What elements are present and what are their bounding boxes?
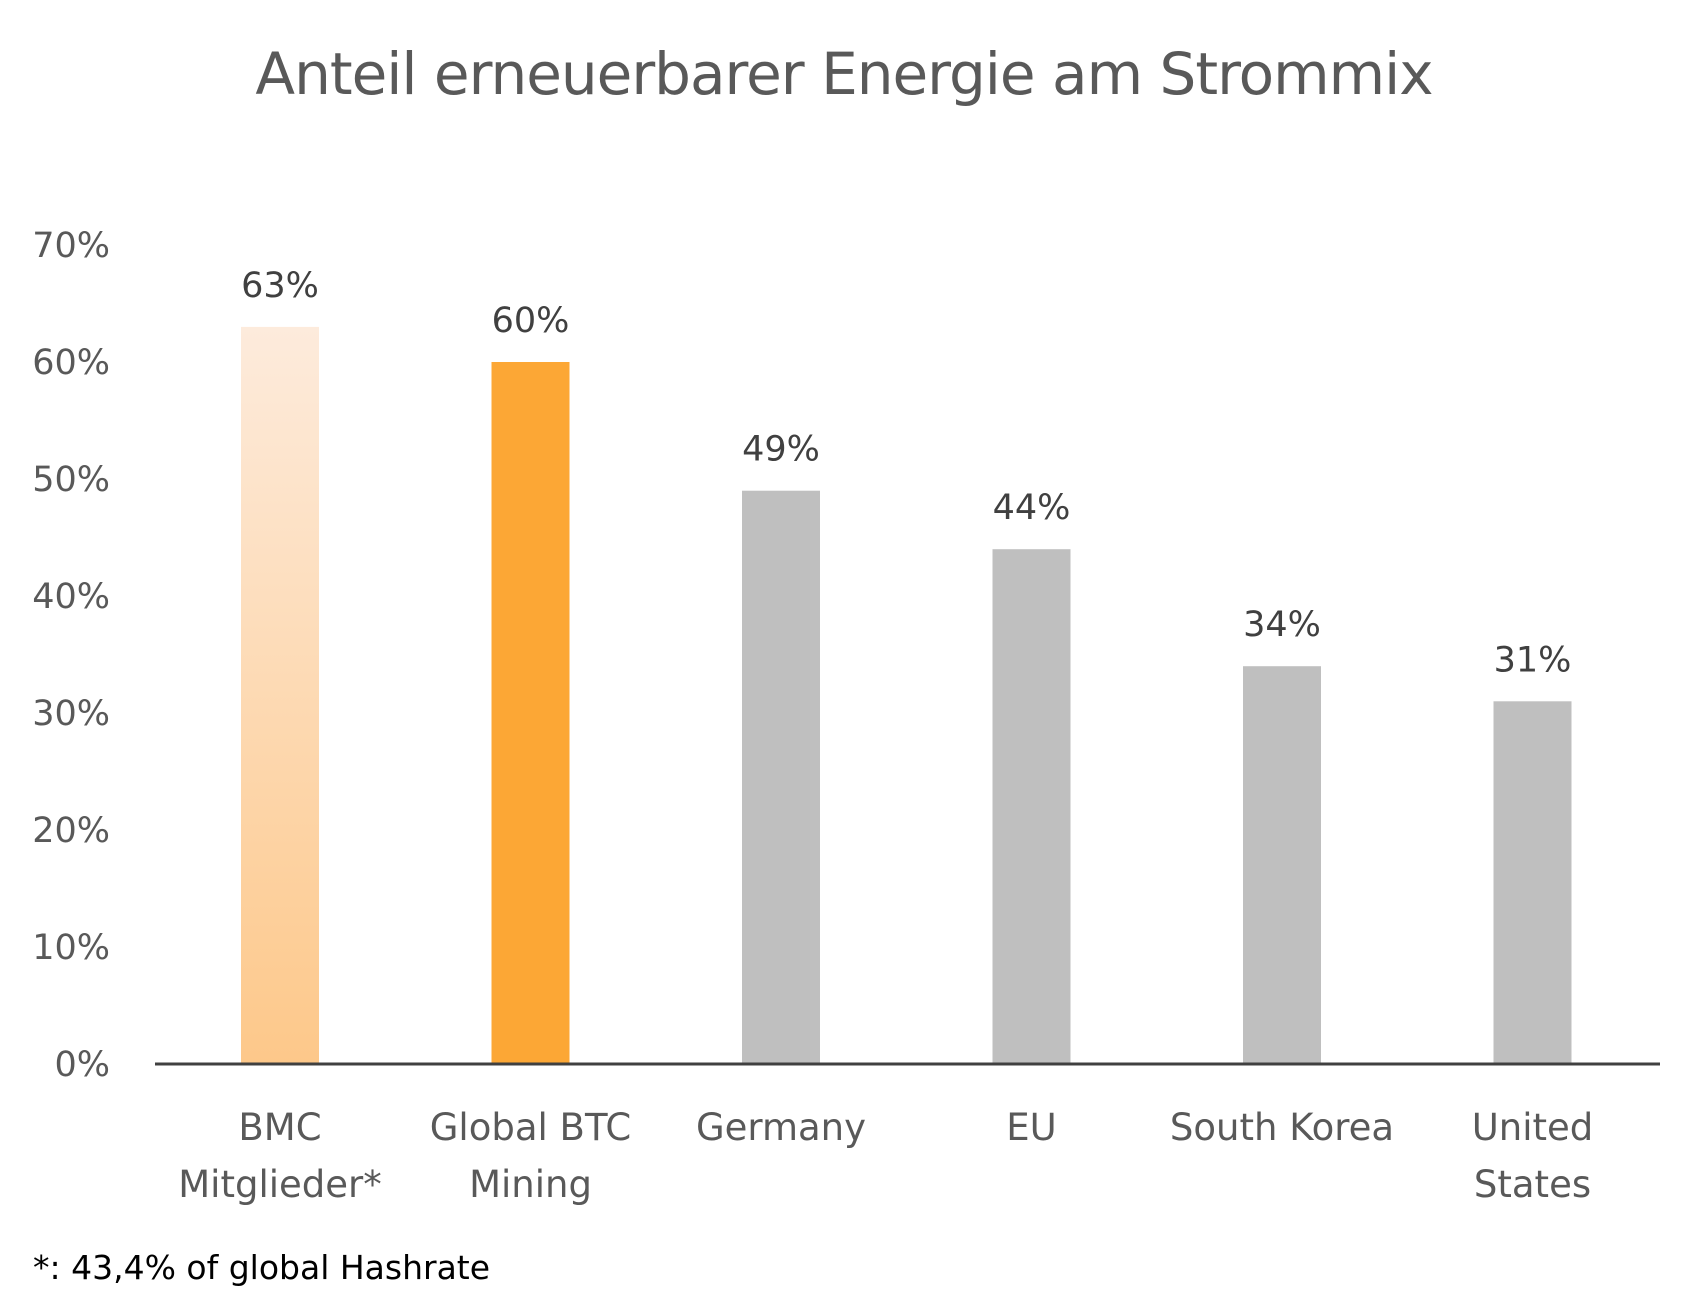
x-tick-label: Mining [469,1163,592,1206]
y-tick-label: 40% [32,577,110,617]
data-label: 34% [1243,605,1321,645]
bar [992,549,1071,1064]
data-label: 31% [1494,640,1572,680]
x-tick-label: Global BTC [430,1106,631,1149]
x-tick-label: Germany [696,1106,866,1149]
x-tick-label: BMC [238,1106,321,1149]
bar [742,490,820,1064]
bar [241,326,319,1064]
y-tick-label: 50% [32,460,110,500]
y-tick-label: 30% [32,694,110,734]
x-tick-label: South Korea [1170,1106,1394,1149]
y-tick-label: 20% [32,811,110,851]
bar [491,362,570,1064]
x-tick-label: Mitglieder* [178,1163,381,1206]
bars [241,326,1572,1064]
y-tick-label: 10% [32,928,110,968]
y-tick-label: 0% [54,1045,110,1085]
x-tick-label: States [1474,1163,1591,1206]
bar [1243,666,1321,1064]
x-axis: BMC Mitglieder* Global BTC Mining Germany EU S… [178,1106,1593,1206]
y-tick-label: 70% [32,226,110,266]
chart-title: Anteil erneuerbarer Energie am Strommix [255,40,1433,108]
x-tick-label: United [1472,1106,1594,1149]
y-axis: 0% 10% 20% 30% 40% 50% 60% 70% [32,226,110,1085]
data-label: 49% [742,430,820,470]
data-label: 63% [241,266,319,306]
x-tick-label: EU [1006,1106,1056,1149]
footnote: *: 43,4% of global Hashrate [33,1248,491,1287]
data-labels: 63% 60% 49% 44% 34% 31% [241,266,1571,680]
data-label: 60% [492,301,570,341]
bar [1493,701,1572,1064]
data-label: 44% [993,488,1071,528]
y-tick-label: 60% [32,343,110,383]
